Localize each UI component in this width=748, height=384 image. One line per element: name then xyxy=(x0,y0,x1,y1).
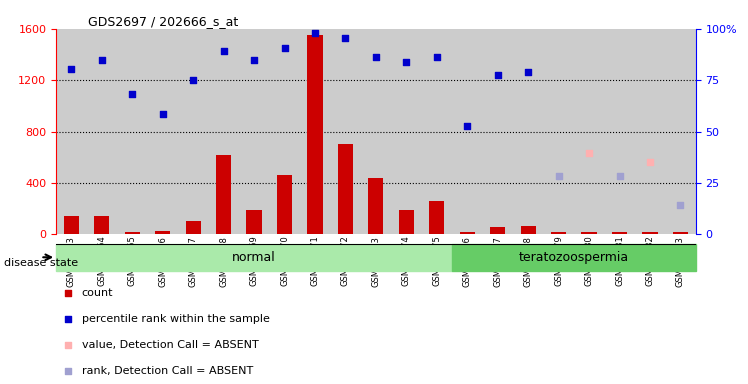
Bar xyxy=(94,216,109,234)
Bar xyxy=(459,232,475,234)
Point xyxy=(400,59,412,65)
Bar xyxy=(300,29,330,234)
Text: normal: normal xyxy=(232,251,276,264)
Text: disease state: disease state xyxy=(4,258,78,268)
Bar xyxy=(147,29,178,234)
Bar xyxy=(551,232,566,234)
Bar xyxy=(178,29,209,234)
Bar xyxy=(277,175,292,234)
Bar xyxy=(330,29,361,234)
Bar xyxy=(521,226,536,234)
Point xyxy=(278,45,290,51)
Point xyxy=(491,72,503,78)
Point xyxy=(462,123,473,129)
Bar xyxy=(64,216,79,234)
Bar xyxy=(490,227,506,234)
Text: percentile rank within the sample: percentile rank within the sample xyxy=(82,314,269,324)
Point xyxy=(497,207,509,213)
Bar xyxy=(338,144,353,234)
Point xyxy=(522,70,534,76)
Text: value, Detection Call = ABSENT: value, Detection Call = ABSENT xyxy=(82,339,258,349)
Bar xyxy=(117,29,147,234)
Point xyxy=(553,174,565,180)
Bar xyxy=(399,210,414,234)
Point xyxy=(65,66,77,72)
Text: rank, Detection Call = ABSENT: rank, Detection Call = ABSENT xyxy=(82,366,253,376)
Point xyxy=(644,159,656,166)
Point xyxy=(370,54,381,60)
Point xyxy=(675,202,687,208)
Bar xyxy=(581,232,597,234)
Bar xyxy=(186,222,200,234)
Bar xyxy=(643,232,657,234)
Bar xyxy=(513,29,543,234)
Bar xyxy=(368,178,384,234)
Point xyxy=(126,91,138,98)
Point xyxy=(156,111,168,117)
Bar xyxy=(56,29,87,234)
Bar xyxy=(239,29,269,234)
Point xyxy=(96,56,108,63)
Text: GDS2697 / 202666_s_at: GDS2697 / 202666_s_at xyxy=(88,15,239,28)
Point xyxy=(187,77,199,83)
Bar xyxy=(429,201,444,234)
Bar xyxy=(635,29,665,234)
Bar xyxy=(422,29,452,234)
Bar xyxy=(56,244,452,271)
Point xyxy=(431,54,443,60)
Text: count: count xyxy=(82,288,113,298)
Bar xyxy=(307,35,322,234)
Bar xyxy=(125,232,140,234)
Bar xyxy=(209,29,239,234)
Bar xyxy=(665,29,696,234)
Point xyxy=(340,35,352,41)
Point xyxy=(583,150,595,156)
Bar xyxy=(361,29,391,234)
Bar xyxy=(391,29,422,234)
Bar xyxy=(452,244,696,271)
Bar xyxy=(482,29,513,234)
Bar xyxy=(574,29,604,234)
Bar xyxy=(87,29,117,234)
Bar xyxy=(543,29,574,234)
Text: teratozoospermia: teratozoospermia xyxy=(519,251,629,264)
Bar xyxy=(612,232,627,234)
Bar xyxy=(672,232,688,234)
Bar xyxy=(216,155,231,234)
Point xyxy=(218,48,230,54)
Bar xyxy=(452,29,482,234)
Point xyxy=(248,56,260,63)
Bar xyxy=(604,29,635,234)
Point xyxy=(309,30,321,36)
Bar xyxy=(155,231,171,234)
Bar xyxy=(269,29,300,234)
Bar xyxy=(246,210,262,234)
Point xyxy=(613,174,625,180)
